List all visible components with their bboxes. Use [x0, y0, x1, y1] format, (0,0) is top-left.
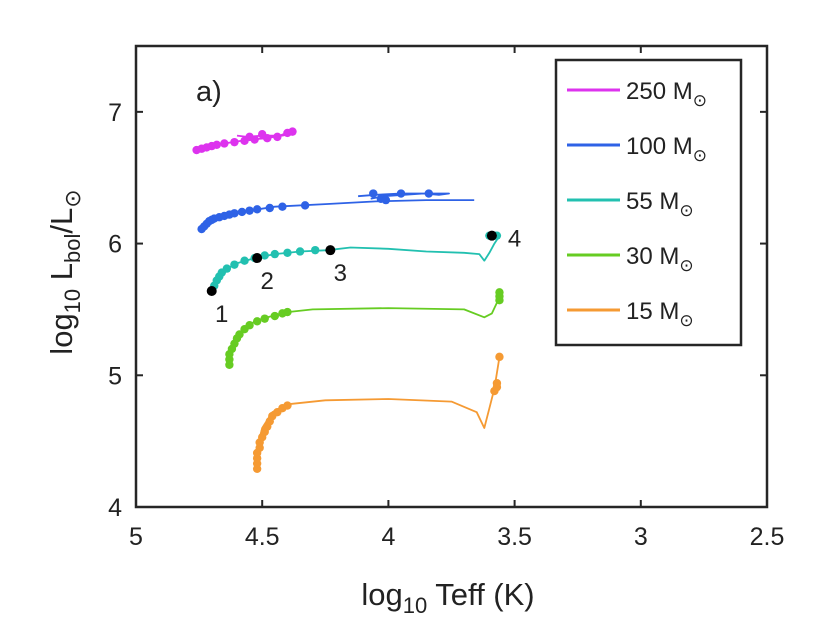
series-4 [252, 352, 504, 474]
labeled-point-marker [486, 230, 497, 241]
series-point [381, 195, 391, 205]
labeled-point-marker [325, 245, 336, 256]
series-point [260, 314, 269, 323]
y-axis-title-sun-symbol: ⊙ [60, 189, 85, 207]
series-track-line [256, 356, 501, 469]
labeled-points-layer: 1 2 3 4 [206, 226, 521, 328]
legend-mass-text: 15 M [626, 298, 679, 325]
series-point [237, 207, 247, 217]
series-3 [225, 288, 504, 369]
x-tick-label: 2.5 [750, 523, 785, 551]
series-point [245, 206, 254, 215]
legend-items: 250 M⊙100 M⊙55 M⊙30 M⊙15 M⊙ [567, 78, 707, 330]
series-point [230, 260, 239, 269]
x-axis-title-prefix: log [361, 577, 402, 612]
series-track-line-loop [358, 192, 450, 200]
x-tick-label: 3.5 [497, 523, 532, 551]
labeled-point-marker [252, 253, 263, 264]
x-axis-title-subscript: 10 [403, 593, 427, 618]
legend-label: 250 M⊙ [626, 78, 707, 110]
series-1 [197, 189, 475, 234]
legend-mass-text: 30 M [626, 243, 679, 270]
series-point [258, 130, 267, 139]
series-point [295, 247, 305, 256]
legend-label: 15 M⊙ [626, 298, 694, 330]
labeled-point-text: 1 [215, 301, 228, 328]
legend-box [554, 58, 743, 347]
series-point [270, 249, 280, 259]
y-tick-label: 4 [108, 494, 122, 522]
series-point [230, 209, 239, 218]
y-tick-label: 7 [108, 99, 122, 127]
series-point [260, 251, 269, 260]
legend: 250 M⊙100 M⊙55 M⊙30 M⊙15 M⊙ [554, 58, 743, 347]
series-point [495, 288, 504, 297]
labeled-point-marker [206, 285, 217, 296]
x-ticks: 5 4.5 4 3.5 3 2.5 [129, 46, 784, 551]
legend-sun-symbol: ⊙ [679, 256, 693, 275]
series-point [424, 189, 433, 198]
legend-sun-symbol: ⊙ [693, 146, 707, 165]
series-point [212, 140, 221, 149]
series-point [396, 189, 406, 198]
series-point [495, 352, 504, 362]
series-point [252, 205, 262, 214]
series-point [300, 201, 310, 210]
series-point [240, 256, 249, 265]
x-tick-label: 5 [129, 523, 143, 551]
series-point [311, 245, 320, 255]
series-point [369, 189, 378, 198]
y-axis-title: log10 Lbol/L⊙ [44, 189, 85, 354]
labeled-point-text: 2 [260, 268, 273, 295]
x-tick-label: 4 [381, 523, 395, 551]
y-axis-title-subscript-bol: bol [60, 234, 85, 263]
y-ticks: 4 5 6 7 [108, 99, 767, 522]
series-point [222, 264, 232, 273]
series-point [235, 330, 244, 339]
y-axis-title-l: L [44, 263, 79, 289]
x-axis-title: log10 Teff (K) [361, 577, 534, 618]
y-axis-title-tail: /L [44, 208, 79, 234]
legend-sun-symbol: ⊙ [679, 201, 693, 220]
series-point [278, 202, 287, 211]
series-point [245, 321, 254, 330]
x-tick-label: 3 [634, 523, 648, 551]
labeled-point-text: 3 [334, 260, 347, 287]
series-point [265, 203, 274, 213]
legend-sun-symbol: ⊙ [693, 91, 707, 110]
y-tick-label: 5 [108, 362, 122, 390]
x-tick-label: 4.5 [245, 523, 280, 551]
series-point [283, 307, 292, 317]
series-point [220, 139, 229, 148]
y-axis-title-prefix: log [44, 313, 79, 354]
labeled-point-text: 4 [508, 226, 521, 253]
legend-mass-text: 100 M [626, 133, 693, 160]
series-point [270, 311, 280, 321]
legend-label: 100 M⊙ [626, 133, 707, 165]
y-axis-title-subscript-10: 10 [60, 289, 85, 313]
legend-mass-text: 250 M [626, 78, 693, 105]
series-point [273, 132, 282, 142]
panel-label: a) [196, 76, 222, 108]
legend-mass-text: 55 M [626, 188, 679, 215]
series-point [283, 248, 292, 257]
series-point [283, 401, 292, 410]
series-point [245, 132, 254, 142]
series-point [492, 378, 502, 388]
legend-sun-symbol: ⊙ [679, 311, 693, 330]
x-axis-title-rest: Teff (K) [427, 577, 534, 612]
series-point [230, 137, 239, 147]
series-0 [192, 127, 297, 155]
legend-label: 55 M⊙ [626, 188, 694, 220]
plot-frame [134, 44, 769, 509]
series-point [252, 317, 262, 326]
legend-label: 30 M⊙ [626, 243, 694, 275]
y-tick-label: 6 [108, 231, 122, 259]
series-point [288, 127, 297, 136]
